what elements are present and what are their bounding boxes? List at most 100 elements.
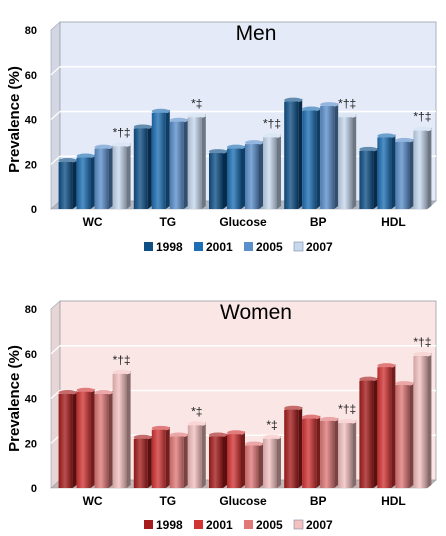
bar-tg-2007	[187, 113, 206, 209]
chart-panel-2: 0 20 40 60 80 Women Prevalence (%) WC *†‡ TG *‡ Glu…	[6, 300, 437, 532]
legend-label: 2005	[256, 240, 283, 254]
bar-hdl-2005	[395, 137, 414, 209]
legend-item-2007: 2007	[293, 518, 333, 532]
category-label: BP	[310, 494, 327, 508]
bar-glucose-1998	[209, 149, 227, 209]
legend-label: 1998	[156, 240, 183, 254]
legend-label: 2005	[256, 518, 283, 532]
y-tick-label: 20	[25, 159, 37, 171]
legend-label: 2001	[206, 518, 233, 532]
category-label: WC	[83, 215, 103, 229]
bar-wc-1998	[58, 390, 77, 488]
gridline-side	[50, 345, 61, 355]
legend-swatch	[194, 520, 203, 529]
bar-wc-1998	[58, 158, 77, 209]
category-label: HDL	[381, 215, 406, 229]
legend-swatch	[293, 519, 304, 530]
category-label: TG	[159, 215, 176, 229]
legend-swatch	[244, 520, 253, 529]
bar-bp-1998	[284, 97, 303, 209]
bar-bp-2007	[338, 113, 357, 209]
bar-glucose-2007	[263, 133, 281, 209]
significance-annotation: *†‡	[113, 353, 131, 367]
bar-bp-2005	[320, 416, 339, 488]
legend-item-1998: 1998	[144, 518, 183, 532]
y-axis-label: Prevalence (%)	[6, 345, 23, 452]
bar-glucose-2007	[263, 434, 281, 488]
bar-tg-1998	[133, 434, 152, 488]
bar-tg-2005	[169, 117, 188, 209]
bar-bp-2001	[302, 414, 321, 488]
y-tick-label: 80	[25, 25, 37, 37]
bar-tg-1998	[133, 124, 152, 209]
legend-item-2005: 2005	[244, 518, 283, 532]
y-tick-label: 60	[25, 70, 37, 82]
significance-annotation: *†‡	[113, 125, 131, 139]
bar-bp-1998	[284, 405, 303, 488]
category-label: HDL	[381, 494, 406, 508]
gridline-side	[50, 390, 61, 399]
chart-title: Men	[236, 22, 277, 45]
legend-label: 2007	[306, 518, 333, 532]
significance-annotation: *‡	[191, 404, 202, 418]
bar-wc-2001	[76, 153, 95, 209]
gridline-side	[50, 434, 61, 444]
chart-panel-1: 0 20 40 60 80 Men Prevalence (%) WC *†‡ TG *‡ Gluco…	[6, 21, 437, 254]
category-label: TG	[159, 494, 176, 508]
significance-annotation: *†‡	[338, 402, 356, 416]
category-label: Glucose	[219, 494, 267, 508]
bar-wc-2007	[112, 369, 131, 488]
bar-bp-2005	[320, 102, 339, 209]
chart-title: Women	[220, 301, 292, 324]
y-tick-label: 40	[25, 115, 37, 127]
bar-wc-2005	[94, 144, 113, 209]
significance-annotation: *†‡	[263, 116, 281, 130]
category-label: BP	[310, 215, 327, 229]
bar-glucose-2001	[227, 144, 245, 209]
legend-item-2007: 2007	[293, 240, 333, 254]
significance-annotation: *†‡	[338, 96, 356, 110]
bar-hdl-2005	[395, 381, 414, 488]
category-label: Glucose	[219, 215, 267, 229]
y-tick-label: 40	[25, 394, 37, 406]
legend-swatch	[144, 242, 153, 251]
category-label: WC	[83, 494, 103, 508]
bar-tg-2005	[169, 432, 188, 488]
bar-glucose-2005	[245, 140, 263, 209]
gridline-side	[50, 111, 61, 120]
significance-annotation: *‡	[191, 96, 202, 110]
bar-bp-2007	[338, 419, 357, 488]
legend-item-2001: 2001	[194, 240, 233, 254]
bar-hdl-2001	[377, 363, 396, 488]
legend-label: 1998	[156, 518, 183, 532]
y-tick-label: 60	[25, 349, 37, 361]
y-tick-label: 20	[25, 438, 37, 450]
legend-item-2005: 2005	[244, 240, 283, 254]
bar-wc-2005	[94, 390, 113, 488]
legend-item-1998: 1998	[144, 240, 183, 254]
bar-hdl-2007	[413, 351, 432, 488]
bar-wc-2001	[76, 387, 95, 488]
bar-hdl-2001	[377, 133, 396, 209]
bar-hdl-1998	[359, 376, 378, 488]
bar-hdl-1998	[359, 146, 378, 209]
bar-glucose-1998	[209, 432, 227, 488]
gridline-side	[50, 66, 61, 76]
bar-wc-2007	[112, 142, 131, 209]
bar-tg-2001	[151, 108, 170, 209]
y-axis-label: Prevalence (%)	[6, 66, 23, 173]
legend-label: 2001	[206, 240, 233, 254]
bar-glucose-2005	[245, 441, 263, 488]
significance-annotation: *†‡	[413, 110, 431, 124]
bar-bp-2001	[302, 106, 321, 209]
significance-annotation: *‡	[266, 418, 277, 432]
legend-swatch	[293, 241, 304, 252]
legend-swatch	[244, 242, 253, 251]
legend-label: 2007	[306, 240, 333, 254]
y-tick-label: 0	[31, 483, 37, 495]
gridline-side	[50, 155, 61, 165]
y-tick-label: 80	[25, 304, 37, 316]
bar-glucose-2001	[227, 430, 245, 488]
legend-item-2001: 2001	[194, 518, 233, 532]
